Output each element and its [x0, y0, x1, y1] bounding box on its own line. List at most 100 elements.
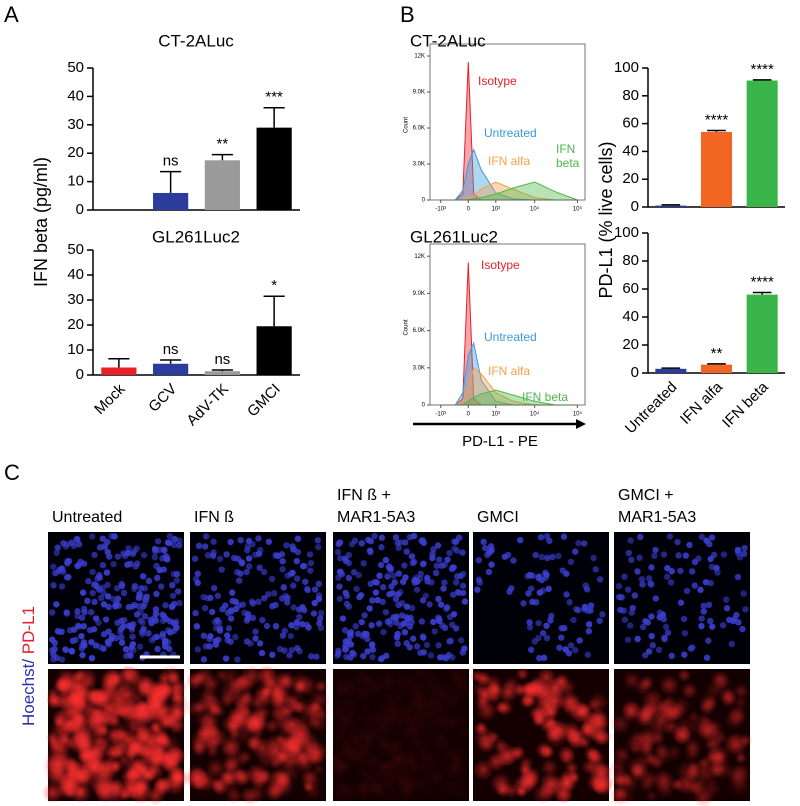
nucleus	[154, 538, 162, 545]
nucleus	[366, 605, 373, 612]
nucleus	[369, 653, 376, 661]
nucleus	[269, 651, 276, 659]
pd-l1-signal	[150, 697, 163, 710]
nucleus	[84, 597, 91, 605]
pd-l1-signal	[338, 781, 358, 801]
x-axis-label: PD-L1 - PE	[462, 433, 538, 450]
nucleus	[72, 636, 79, 644]
pd-l1-signal	[662, 705, 680, 723]
series-label: IFN beta	[556, 142, 580, 170]
nucleus	[543, 571, 550, 579]
nucleus	[383, 652, 390, 660]
nucleus	[484, 551, 491, 559]
nucleus	[307, 559, 315, 567]
nucleus	[723, 604, 731, 612]
pd-l1-signal	[706, 719, 725, 738]
nucleus	[153, 590, 160, 598]
nucleus	[403, 640, 410, 647]
y-tick-label: 10	[67, 173, 84, 190]
nucleus	[677, 567, 684, 575]
nucleus	[139, 573, 147, 580]
nucleus	[546, 537, 553, 545]
nucleus	[384, 618, 391, 625]
nucleus	[560, 533, 568, 540]
nucleus	[391, 579, 398, 586]
bar	[746, 294, 778, 373]
nucleus	[86, 627, 94, 634]
series-label: Isotype	[478, 74, 517, 88]
nucleus	[707, 555, 714, 563]
nucleus	[255, 598, 262, 606]
nucleus	[97, 594, 105, 602]
nucleus	[218, 566, 225, 573]
pd-l1-signal	[540, 758, 559, 777]
nucleus	[166, 532, 174, 540]
nucleus	[200, 632, 208, 639]
nucleus	[660, 551, 668, 558]
nucleus	[122, 645, 130, 653]
nucleus	[538, 553, 545, 561]
nucleus	[118, 639, 126, 646]
nucleus	[176, 537, 183, 544]
nucleus	[364, 648, 371, 655]
pd-l1-signal	[205, 744, 220, 759]
nucleus	[532, 551, 539, 559]
annotation: *	[271, 277, 277, 294]
nucleus	[335, 574, 342, 581]
pd-l1-signal	[391, 690, 405, 703]
pd-l1-signal	[244, 713, 266, 735]
nucleus	[510, 557, 517, 564]
pd-l1-signal	[293, 679, 308, 694]
nucleus	[78, 614, 86, 621]
nucleus	[417, 649, 424, 656]
nucleus	[596, 576, 604, 583]
nucleus	[529, 598, 536, 606]
pd-l1-signal	[191, 741, 208, 757]
nucleus	[58, 656, 66, 663]
nucleus	[53, 549, 60, 557]
pd-l1-signal	[587, 691, 610, 714]
series-label: IFN beta	[522, 390, 568, 404]
nucleus	[587, 602, 595, 609]
nucleus	[683, 587, 691, 595]
nucleus	[575, 539, 582, 547]
nucleus	[459, 589, 467, 597]
nucleus	[227, 538, 234, 546]
annotation: ***	[265, 89, 283, 106]
nucleus	[194, 646, 201, 653]
nucleus	[227, 638, 234, 645]
nucleus	[572, 646, 579, 654]
nucleus	[413, 643, 421, 650]
nucleus	[193, 623, 201, 630]
nucleus	[526, 619, 533, 626]
nucleus	[105, 640, 112, 648]
nucleus	[296, 613, 303, 621]
nucleus	[156, 566, 163, 574]
nucleus	[335, 650, 342, 658]
nucleus	[237, 570, 244, 577]
nucleus	[131, 582, 139, 590]
nucleus	[350, 569, 358, 576]
annotation: **	[711, 345, 723, 362]
nucleus	[127, 622, 135, 629]
pd-l1-signal	[473, 721, 489, 736]
nucleus	[216, 624, 224, 632]
bar	[700, 364, 733, 373]
nucleus	[88, 654, 96, 662]
nucleus	[376, 572, 383, 579]
annotation: ns	[163, 341, 179, 358]
nucleus	[154, 645, 161, 653]
nucleus	[655, 646, 663, 654]
nucleus	[248, 598, 256, 605]
nucleus	[457, 637, 465, 644]
nucleus	[168, 603, 176, 611]
nucleus	[682, 552, 690, 559]
column-header: GMCI +	[618, 487, 674, 504]
nucleus	[234, 656, 241, 663]
nucleus	[103, 569, 111, 576]
nucleus	[288, 622, 295, 629]
nucleus	[709, 623, 716, 630]
nucleus	[629, 604, 636, 612]
nucleus	[63, 609, 70, 616]
nucleus	[369, 646, 376, 653]
